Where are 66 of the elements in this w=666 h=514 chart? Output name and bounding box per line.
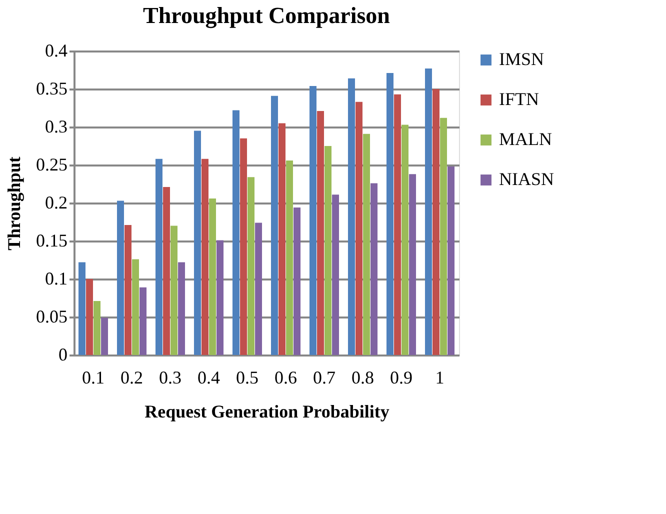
- x-tick-label: 0.2: [120, 368, 143, 388]
- chart-title: Throughput Comparison: [143, 3, 390, 29]
- bar: [370, 183, 378, 355]
- bar: [363, 134, 370, 355]
- legend-label: NIASN: [499, 169, 554, 189]
- bar: [402, 124, 409, 355]
- x-tick-label: 1: [435, 368, 444, 388]
- bar: [270, 96, 278, 355]
- bar: [309, 86, 316, 355]
- bar: [440, 118, 448, 355]
- bar: [394, 94, 401, 355]
- bar: [286, 160, 294, 355]
- y-tick-label: 0: [58, 344, 68, 364]
- bar: [240, 138, 247, 355]
- y-tick-label: 0.1: [45, 268, 68, 288]
- bar: [86, 279, 93, 355]
- bar: [294, 208, 301, 355]
- bar: [209, 198, 216, 355]
- bar: [278, 123, 286, 355]
- x-tick-label: 0.4: [198, 368, 220, 388]
- legend-label: MALN: [499, 129, 552, 149]
- bar: [232, 110, 240, 355]
- bar: [386, 73, 394, 355]
- x-tick-label: 0.6: [274, 368, 297, 388]
- bar: [124, 225, 132, 355]
- x-tick-label: 0.1: [82, 368, 104, 388]
- x-tick-label: 0.5: [236, 368, 258, 388]
- x-axis-title: Request Generation Probability: [144, 402, 390, 422]
- bar: [162, 187, 170, 355]
- bar: [132, 259, 140, 355]
- bar: [316, 111, 324, 355]
- bar: [448, 166, 455, 355]
- x-tick-label: 0.7: [313, 368, 336, 388]
- y-tick-label: 0.4: [45, 40, 68, 60]
- x-tick-label: 0.9: [390, 368, 412, 388]
- x-tick-label: 0.3: [159, 368, 182, 388]
- bar: [194, 130, 201, 355]
- bar: [101, 318, 108, 355]
- y-tick-label: 0.05: [36, 306, 68, 326]
- bar: [116, 200, 124, 355]
- bar: [78, 262, 86, 355]
- legend-label: IMSN: [499, 49, 544, 69]
- x-tick-label: 0.8: [352, 368, 374, 388]
- y-tick-label: 0.25: [36, 154, 68, 174]
- bar: [355, 102, 362, 355]
- bar: [248, 177, 255, 355]
- bar: [332, 194, 340, 355]
- bar: [348, 78, 355, 355]
- bar: [424, 68, 432, 355]
- y-axis-title: Throughput: [4, 156, 24, 250]
- bar: [140, 287, 147, 355]
- bar: [409, 174, 416, 355]
- bar: [178, 262, 186, 355]
- bar: [201, 158, 208, 355]
- y-tick-label: 0.15: [36, 230, 68, 250]
- legend-label: IFTN: [499, 89, 539, 109]
- bar: [255, 222, 262, 355]
- y-tick-label: 0.3: [45, 116, 68, 136]
- y-tick-label: 0.2: [45, 192, 68, 212]
- bar: [216, 240, 224, 355]
- bar: [94, 301, 101, 355]
- bar: [155, 158, 162, 355]
- bar: [170, 226, 178, 355]
- y-tick-label: 0.35: [36, 78, 68, 98]
- bar: [432, 89, 440, 355]
- bar: [324, 146, 332, 355]
